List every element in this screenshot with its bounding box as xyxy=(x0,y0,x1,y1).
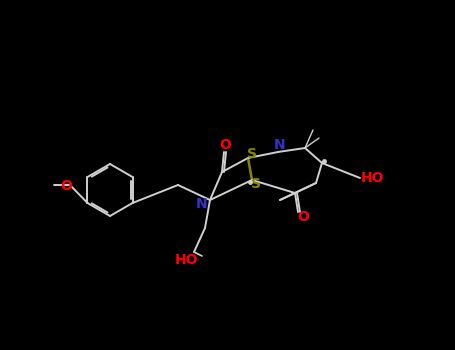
Text: N: N xyxy=(196,197,208,211)
Text: S: S xyxy=(251,177,261,191)
Text: O: O xyxy=(297,210,309,224)
Text: O: O xyxy=(60,179,72,193)
Text: O: O xyxy=(219,138,231,152)
Text: N: N xyxy=(274,138,286,152)
Text: HO: HO xyxy=(174,253,198,267)
Text: S: S xyxy=(247,147,257,161)
Text: HO: HO xyxy=(360,171,384,185)
